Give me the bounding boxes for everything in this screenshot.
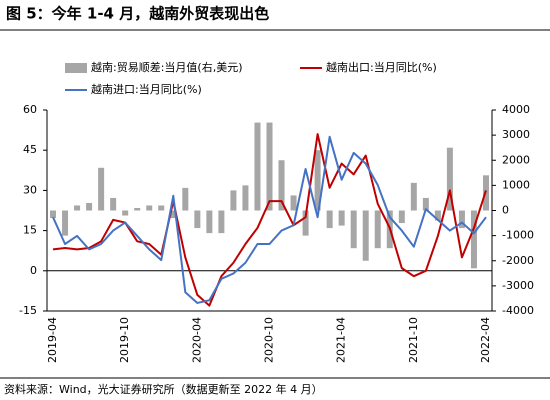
legend-label: 越南进口:当月同比(%) [91,82,202,96]
bar [158,205,165,211]
bar [74,205,81,211]
bar [98,167,105,211]
legend-label: 越南出口:当月同比(%) [326,60,437,74]
y-tick-label: -15 [19,304,37,317]
bar [446,147,453,211]
bar [206,210,213,234]
bar [194,210,201,229]
bar [242,185,249,211]
bar [86,202,93,211]
y2-tick-label: 1000 [502,178,530,191]
x-tick-label: 2022-04 [479,317,492,363]
y2-tick-label: -1000 [502,229,534,242]
x-tick-label: 2019-04 [46,317,59,363]
bar [110,197,117,211]
bar [230,190,237,211]
y-tick-label: 30 [23,183,37,196]
y2-tick-label: 2000 [502,153,530,166]
bar [278,160,285,211]
bar [410,182,417,211]
bar [146,205,153,211]
y-tick-label: 60 [23,103,37,116]
bar [254,122,261,211]
bar [434,210,441,221]
y2-tick-label: 0 [502,204,509,217]
x-tick-label: 2021-04 [335,317,348,363]
bar [182,187,189,211]
x-tick-label: 2019-10 [118,317,131,363]
source: 资料来源：Wind，光大证券研究所（数据更新至 2022 年 4 月） [4,382,323,396]
bar [350,210,357,249]
bar [374,210,381,249]
bar [50,210,57,219]
bar [338,210,345,226]
x-tick-label: 2020-10 [263,317,276,363]
bar [122,210,129,216]
bar [398,210,405,224]
bar [314,150,321,211]
bar [62,210,69,236]
x-tick-label: 2020-04 [190,317,203,363]
bar [326,210,333,229]
bar [422,197,429,211]
y2-tick-label: 4000 [502,103,530,116]
y-tick-label: 15 [23,224,37,237]
bar [290,195,297,211]
y2-tick-label: -2000 [502,254,534,267]
bar [266,122,273,211]
bar [134,207,141,211]
bar [470,210,477,269]
y-tick-label: 45 [23,143,37,156]
bar [218,210,225,234]
bar [458,210,465,229]
line [52,135,487,304]
y2-tick-label: 3000 [502,128,530,141]
legend-label: 越南:贸易顺差:当月值(右,美元) [91,60,243,74]
chart-title: 图 5：今年 1-4 月，越南外贸表现出色 [6,5,269,23]
bar [302,210,309,236]
x-tick-label: 2021-10 [407,317,420,363]
y2-tick-label: -3000 [502,279,534,292]
legend-swatch [65,63,87,73]
bar [362,210,369,261]
bar [170,210,177,219]
y-tick-label: 0 [30,264,37,277]
y2-tick-label: -4000 [502,304,534,317]
